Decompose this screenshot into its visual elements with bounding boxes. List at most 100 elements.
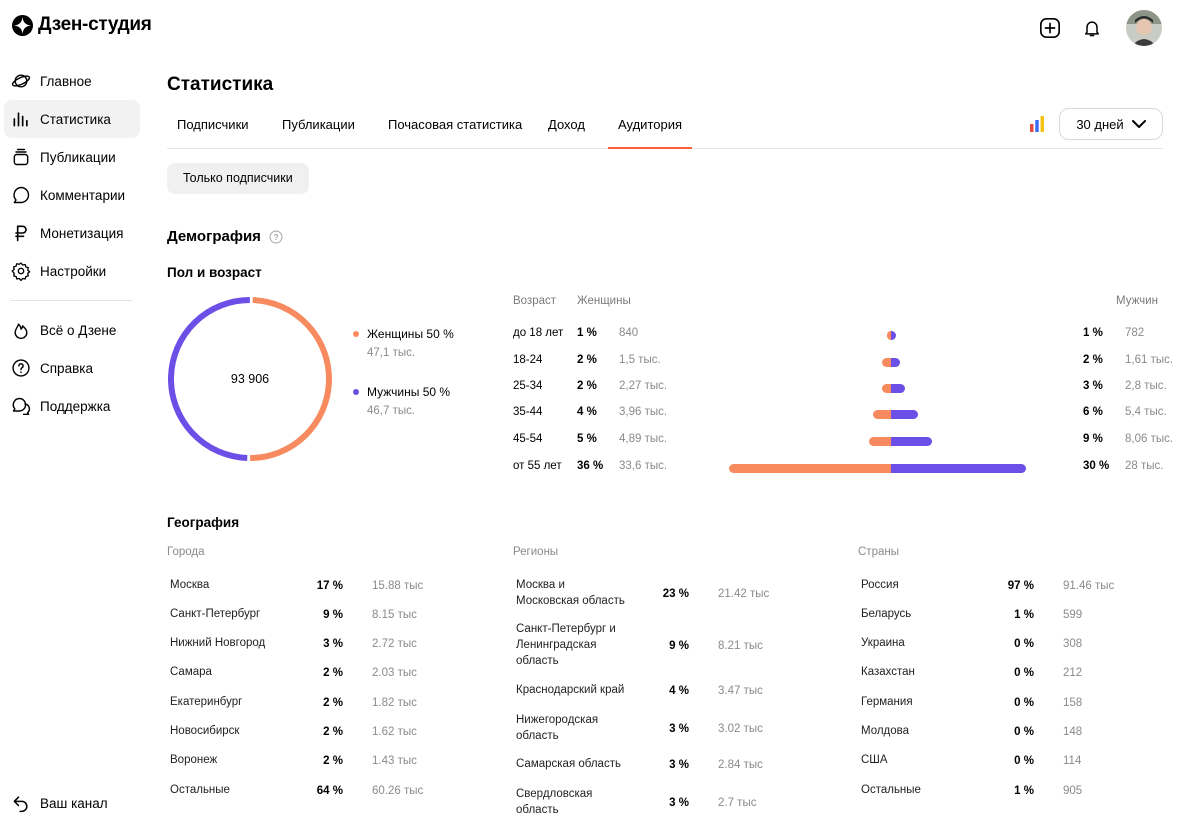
help-icon[interactable]: ?: [269, 230, 283, 244]
sidebar-item-label: Всё о Дзене: [40, 322, 117, 338]
women-percent: 4 %: [577, 406, 597, 418]
age-label: до 18 лет: [513, 327, 564, 339]
men-percent: 9 %: [1083, 433, 1103, 445]
men-percent: 30 %: [1083, 460, 1110, 472]
geo-count: 1.82 тыс: [372, 697, 417, 709]
women-bar: [729, 464, 891, 473]
men-percent: 6 %: [1083, 406, 1103, 418]
sidebar-item-comments[interactable]: Комментарии: [4, 176, 140, 214]
women-bar: [882, 384, 891, 393]
comment-icon: [11, 185, 31, 205]
top-actions: [1038, 10, 1162, 46]
tab-subscribers[interactable]: Подписчики: [177, 117, 249, 132]
geo-percent: 64 %: [316, 785, 343, 797]
women-bar: [882, 358, 891, 367]
geo-percent: 3 %: [669, 759, 689, 771]
region-row: Краснодарский край 4 % 3.47 тыс: [513, 682, 813, 698]
app-logo[interactable]: Дзен-студия: [12, 14, 152, 36]
demography-title: Демография: [167, 228, 261, 245]
women-percent: 2 %: [577, 380, 597, 392]
legend-dot-men: [353, 389, 359, 395]
geo-name: Россия: [861, 579, 899, 591]
region-row: Самарская область 3 % 2.84 тыс: [513, 756, 813, 772]
subscribers-only-filter[interactable]: Только подписчики: [167, 163, 309, 194]
country-row: Украина 0 % 308: [858, 635, 1158, 651]
geo-percent: 2 %: [323, 697, 343, 709]
country-row: Молдова 0 % 148: [858, 723, 1158, 739]
gender-donut-chart: [168, 297, 332, 461]
men-count: 5,4 тыс.: [1125, 406, 1167, 418]
men-count: 1,61 тыс.: [1125, 354, 1174, 366]
geo-name: Остальные: [861, 784, 921, 796]
geo-name: Украина: [861, 637, 905, 649]
region-row: Нижегородская область 3 % 3.02 тыс: [513, 712, 813, 744]
region-row: Санкт-Петербург и Ленинградская область 9…: [513, 621, 813, 669]
age-row: 35-44 4 % 3,96 тыс. 6 % 5,4 тыс.: [513, 404, 1167, 424]
geo-percent: 1 %: [1014, 785, 1034, 797]
legend-men: Мужчины 50 % 46,7 тыс.: [353, 385, 450, 417]
colored-bars-icon: [1030, 116, 1044, 132]
men-bar: [891, 410, 918, 419]
men-count: 2,8 тыс.: [1125, 380, 1167, 392]
geo-count: 1.62 тыс: [372, 726, 417, 738]
stack-icon: [11, 147, 31, 167]
regions-title: Регионы: [513, 546, 559, 558]
geo-count: 8.21 тыс: [718, 640, 763, 652]
men-bar: [891, 464, 1026, 473]
tab-hourly[interactable]: Почасовая статистика: [388, 117, 523, 132]
city-row: Екатеринбург 2 % 1.82 тыс: [167, 694, 467, 710]
age-label: 18-24: [513, 354, 543, 366]
sidebar-item-help[interactable]: Справка: [4, 349, 140, 387]
geo-percent: 4 %: [669, 685, 689, 697]
sidebar-item-monetization[interactable]: Монетизация: [4, 214, 140, 252]
tab-income[interactable]: Доход: [548, 117, 585, 132]
sidebar-item-label: Главное: [40, 73, 92, 89]
women-bar: [886, 331, 891, 340]
women-percent: 36 %: [577, 460, 604, 472]
sidebar-bottom: Ваш канал: [4, 784, 108, 816]
men-header: Мужчин: [1116, 295, 1158, 307]
sidebar-item-publications[interactable]: Публикации: [4, 138, 140, 176]
age-row: от 55 лет 36 % 33,6 тыс. 30 % 28 тыс.: [513, 458, 1163, 478]
city-row: Самара 2 % 2.03 тыс: [167, 664, 467, 680]
country-row: США 0 % 114: [858, 752, 1158, 768]
notifications-button[interactable]: [1080, 16, 1104, 40]
sidebar-item-statistics[interactable]: Статистика: [4, 100, 140, 138]
geo-count: 2.7 тыс: [718, 797, 757, 809]
geo-name: Беларусь: [861, 608, 912, 620]
sidebar: Главное Статистика Публикации Комментари…: [4, 62, 140, 425]
geo-percent: 0 %: [1014, 726, 1034, 738]
sidebar-item-settings[interactable]: Настройки: [4, 252, 140, 290]
compare-chart-button[interactable]: [1029, 116, 1045, 137]
geo-percent: 3 %: [323, 638, 343, 650]
women-header: Женщины: [577, 295, 631, 307]
women-count: 840: [619, 327, 639, 339]
geo-count: 2.84 тыс: [718, 759, 763, 771]
men-percent: 3 %: [1083, 380, 1103, 392]
geo-percent: 97 %: [1007, 580, 1034, 592]
sidebar-divider: [10, 300, 132, 301]
age-row: 45-54 5 % 4,89 тыс. 9 % 8,06 тыс.: [513, 431, 1173, 451]
geo-name: Санкт-Петербург и Ленинградская область: [516, 623, 616, 667]
ruble-icon: [11, 223, 31, 243]
period-select[interactable]: 30 дней: [1059, 108, 1163, 140]
age-label: 25-34: [513, 380, 543, 392]
add-content-button[interactable]: [1038, 16, 1062, 40]
tabs: Подписчики Публикации Почасовая статисти…: [167, 104, 1163, 149]
geo-count: 91.46 тыс: [1063, 580, 1115, 592]
men-bar: [891, 437, 932, 446]
sidebar-item-support[interactable]: Поддержка: [4, 387, 140, 425]
bell-icon: [1085, 21, 1099, 37]
avatar[interactable]: [1126, 10, 1162, 46]
sidebar-item-your-channel[interactable]: Ваш канал: [4, 784, 108, 816]
sidebar-item-main[interactable]: Главное: [4, 62, 140, 100]
geo-percent: 23 %: [662, 588, 689, 600]
sidebar-item-about-dzen[interactable]: Всё о Дзене: [4, 311, 140, 349]
geo-count: 308: [1063, 638, 1083, 650]
gender-age-subtitle: Пол и возраст: [167, 265, 262, 280]
geo-percent: 17 %: [316, 580, 343, 592]
geo-percent: 0 %: [1014, 638, 1034, 650]
geo-name: США: [861, 754, 888, 766]
tab-audience[interactable]: Аудитория: [608, 104, 693, 149]
tab-publications[interactable]: Публикации: [282, 117, 355, 132]
